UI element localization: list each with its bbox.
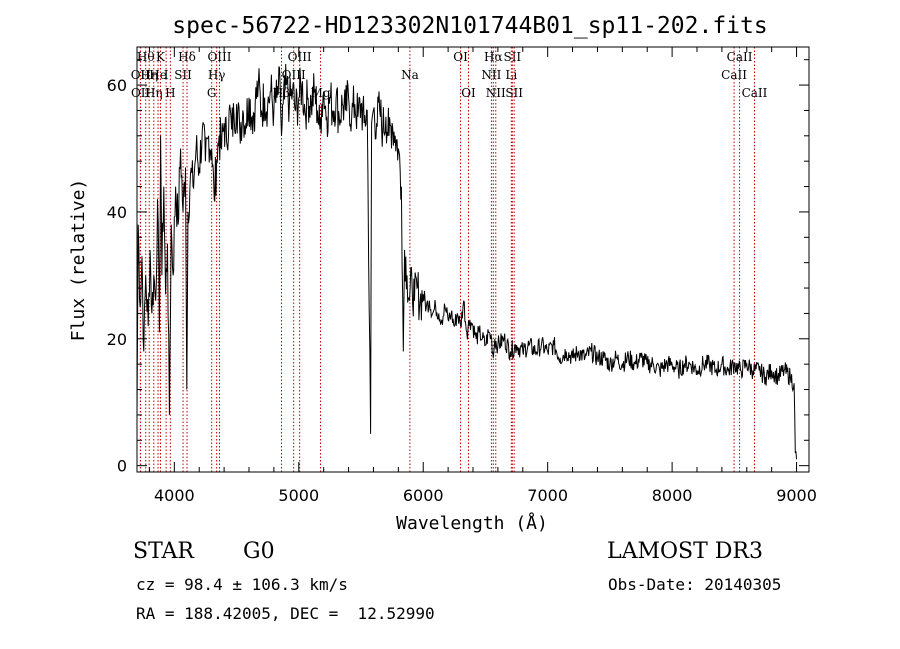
x-tick-label-0: 4000 (154, 486, 195, 505)
line-marker-label-27: CaII (721, 68, 747, 82)
line-marker-label-18: Na (401, 68, 419, 82)
line-marker-label-4: Hη (145, 86, 163, 100)
line-marker-label-22: Hα (484, 50, 503, 64)
line-marker-label-2: Hθ (137, 50, 155, 64)
x-tick-label-4: 8000 (652, 486, 693, 505)
line-marker-label-10: Hδ (178, 50, 196, 64)
x-tick-label-1: 5000 (278, 486, 319, 505)
line-marker-label-13: OIII (207, 50, 231, 64)
line-marker-label-23: NII (486, 86, 506, 100)
line-marker-label-16: OIII (288, 50, 312, 64)
survey-name: LAMOST DR3 (607, 539, 763, 564)
spectral-line-markers: OIIOIIHθHηHηHeKIHSIIHδGHγOIIIHβOIIIOIIIM… (131, 47, 768, 472)
line-marker-label-9: SII (174, 68, 192, 82)
x-axis-label: Wavelength (Å) (396, 512, 548, 534)
line-marker-label-21: NII (481, 68, 501, 82)
y-tick-label-0: 0 (117, 457, 127, 476)
observation-date: Obs-Date: 20140305 (608, 575, 782, 594)
line-marker-label-24: Li (505, 68, 517, 82)
y-tick-label-3: 60 (107, 76, 127, 95)
line-marker-label-8: H (165, 86, 175, 100)
object-class: STAR (133, 539, 194, 564)
y-axis-label: Flux (relative) (68, 179, 89, 342)
x-axis: 4000 5000 6000 7000 8000 9000 (148, 47, 817, 505)
chart-title: spec-56722-HD123302N101744B01_sp11-202.f… (172, 13, 767, 39)
line-marker-label-28: CaII (727, 50, 753, 64)
line-marker-label-25: SII (503, 50, 521, 64)
subclass: G0 (243, 539, 275, 564)
spectrum-series (136, 63, 798, 460)
line-marker-label-7: I (164, 68, 169, 82)
x-tick-label-3: 7000 (527, 486, 568, 505)
line-marker-label-11: G (207, 86, 217, 100)
line-marker-label-26: SII (505, 86, 523, 100)
line-marker-label-12: Hγ (208, 68, 226, 82)
line-marker-label-6: K (156, 50, 166, 64)
redshift-cz: cz = 98.4 ± 106.3 km/s (136, 575, 348, 594)
line-marker-label-20: OI (461, 86, 476, 100)
x-tick-label-5: 9000 (776, 486, 817, 505)
y-axis: 0 20 40 60 (107, 59, 809, 476)
y-tick-label-1: 20 (107, 330, 127, 349)
line-marker-label-19: OI (453, 50, 468, 64)
line-marker-label-5: He (149, 68, 167, 82)
y-tick-label-2: 40 (107, 203, 127, 222)
line-marker-label-29: CaII (742, 86, 768, 100)
coordinates: RA = 188.42005, DEC = 12.52990 (136, 604, 435, 623)
spectrum-line-0 (136, 63, 798, 460)
x-tick-label-2: 6000 (403, 486, 444, 505)
